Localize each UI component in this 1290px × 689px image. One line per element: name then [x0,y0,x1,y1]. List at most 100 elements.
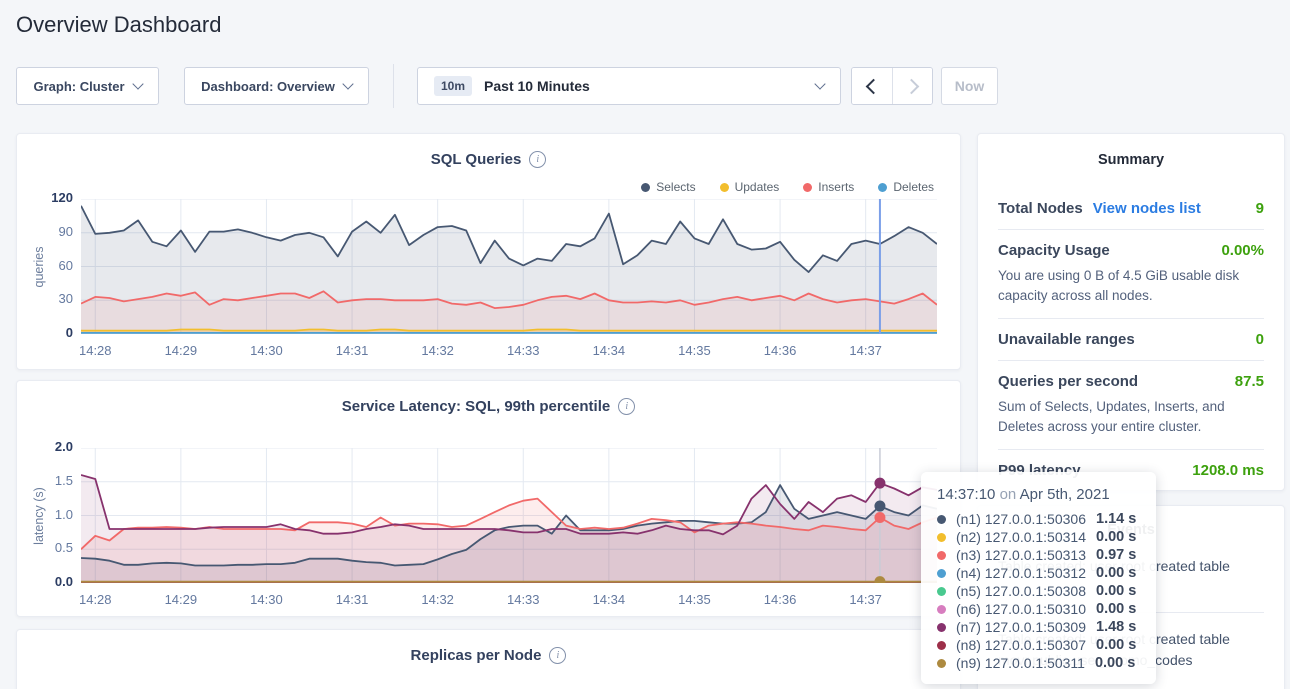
tooltip-timestamp: 14:37:10 on Apr 5th, 2021 [937,486,1140,503]
graph-select-label: Graph: Cluster [33,79,124,94]
sql-queries-plot-svg[interactable] [81,199,937,334]
tooltip-node-value: 0.00 s [1096,565,1136,581]
tooltip-node-value: 0.00 s [1096,601,1136,617]
tooltip-node-address: (n3) 127.0.0.1:50313 [956,547,1086,563]
summary-title: Summary [998,152,1264,168]
view-nodes-list-link[interactable]: View nodes list [1093,200,1201,217]
summary-row: Queries per second87.5Sum of Selects, Up… [998,361,1264,449]
legend-dot [878,183,887,192]
y-axis-label: latency (s) [32,487,46,545]
x-axis-tick: 14:29 [159,592,203,607]
time-next-button[interactable] [892,68,932,104]
summary-metric-label: Unavailable ranges [998,331,1135,348]
sql-queries-plot-area[interactable] [81,199,937,334]
tooltip-on-word: on [1000,486,1017,503]
summary-metric-value: 0 [1256,331,1264,348]
service-latency-plot-area[interactable] [81,448,937,583]
x-axis-tick: 14:35 [672,343,716,358]
summary-metric-value: 1208.0 ms [1192,462,1264,479]
node-color-dot [937,623,946,632]
tooltip-node-value: 0.00 s [1095,655,1135,671]
chart-hover-tooltip: 14:37:10 on Apr 5th, 2021 (n1) 127.0.0.1… [921,472,1156,684]
tooltip-node-row: (n1) 127.0.0.1:50306 1.14 s [937,510,1140,528]
chevron-down-icon [342,78,353,89]
highlight-dot [874,512,885,523]
legend-item-selects[interactable]: Selects [641,180,695,194]
highlight-dot [874,478,885,489]
legend-item-updates[interactable]: Updates [720,180,780,194]
tooltip-rows: (n1) 127.0.0.1:50306 1.14 s (n2) 127.0.0.1… [937,510,1140,672]
summary-metric-subtext: Sum of Selects, Updates, Inserts, and De… [998,397,1264,437]
chart-title: SQL Queries [431,151,522,168]
info-icon[interactable]: i [549,647,566,664]
x-axis-tick: 14:31 [330,592,374,607]
tooltip-node-address: (n9) 127.0.0.1:50311 [956,655,1085,671]
replicas-per-node-chart-card: Replicas per Node i [16,629,961,689]
node-color-dot [937,515,946,524]
node-color-dot [937,533,946,542]
tooltip-node-address: (n4) 127.0.0.1:50312 [956,565,1086,581]
time-range-label: Past 10 Minutes [484,78,590,94]
time-range-picker[interactable]: 10m Past 10 Minutes [417,67,841,105]
tooltip-node-address: (n7) 127.0.0.1:50309 [956,619,1086,635]
legend-item-inserts[interactable]: Inserts [803,180,854,194]
summary-metric-subtext: You are using 0 B of 4.5 GiB usable disk… [998,266,1264,306]
tooltip-time: 14:37:10 [937,486,995,503]
legend-item-deletes[interactable]: Deletes [878,180,934,194]
node-color-dot [937,551,946,560]
x-axis-tick: 14:34 [587,592,631,607]
time-range-badge: 10m [434,76,472,96]
controls-divider [393,64,394,108]
summary-metric-value: 87.5 [1235,373,1264,390]
chevron-left-icon [866,78,882,94]
x-axis-tick: 14:37 [844,592,888,607]
summary-metric-value: 9 [1256,200,1264,217]
y-axis-tick: 120 [25,190,73,205]
chart-title: Replicas per Node [411,647,542,664]
tooltip-node-row: (n6) 127.0.0.1:503100.00 s [937,600,1140,618]
x-axis-tick: 14:36 [758,592,802,607]
time-prev-button[interactable] [852,68,892,104]
y-axis-label: queries [32,246,46,287]
tooltip-node-address: (n1) 127.0.0.1:50306 [956,511,1086,527]
summary-row: Total Nodes View nodes list 9 [998,188,1264,229]
dashboard-select-label: Dashboard: Overview [201,79,335,94]
y-axis-tick: 90 [25,224,73,239]
x-axis-tick: 14:31 [330,343,374,358]
info-icon[interactable]: i [618,398,635,415]
tooltip-node-row: (n9) 127.0.0.1:50311 0.00 s [937,654,1140,672]
now-button[interactable]: Now [941,67,998,105]
service-latency-plot-svg[interactable] [81,448,937,583]
tooltip-node-row: (n4) 127.0.0.1:50312 0.00 s [937,564,1140,582]
graph-select-dropdown[interactable]: Graph: Cluster [16,67,159,105]
highlight-dot [874,501,885,512]
chart-header: Service Latency: SQL, 99th percentile i [17,398,960,415]
summary-row: Capacity Usage0.00%You are using 0 B of … [998,230,1264,318]
legend-label: Deletes [893,180,934,194]
x-axis-tick: 14:28 [73,343,117,358]
legend-dot [803,183,812,192]
x-axis-tick: 14:30 [244,343,288,358]
summary-panel: Summary Total Nodes View nodes list 9 Capac… [977,133,1285,491]
info-icon[interactable]: i [529,151,546,168]
tooltip-node-value: 1.14 s [1096,511,1136,527]
dashboard-select-dropdown[interactable]: Dashboard: Overview [184,67,369,105]
node-color-dot [937,587,946,596]
x-axis-tick: 14:28 [73,592,117,607]
tooltip-node-value: 0.97 s [1096,547,1136,563]
chevron-right-icon [903,78,919,94]
node-color-dot [937,569,946,578]
node-color-dot [937,659,946,668]
legend-label: Inserts [818,180,854,194]
tooltip-node-address: (n5) 127.0.0.1:50308 [956,583,1086,599]
x-axis-tick: 14:29 [159,343,203,358]
x-axis-tick: 14:33 [501,592,545,607]
legend-label: Selects [656,180,695,194]
summary-metric-label: Total Nodes [998,200,1083,217]
chevron-down-icon [814,78,825,89]
y-axis-tick: 30 [25,291,73,306]
tooltip-node-row: (n5) 127.0.0.1:503080.00 s [937,582,1140,600]
tooltip-node-address: (n2) 127.0.0.1:50314 [956,529,1086,545]
sql-queries-chart-card: SQL Queries i Selects Updates Inserts Delet… [16,133,961,370]
chart-title: Service Latency: SQL, 99th percentile [342,398,610,415]
